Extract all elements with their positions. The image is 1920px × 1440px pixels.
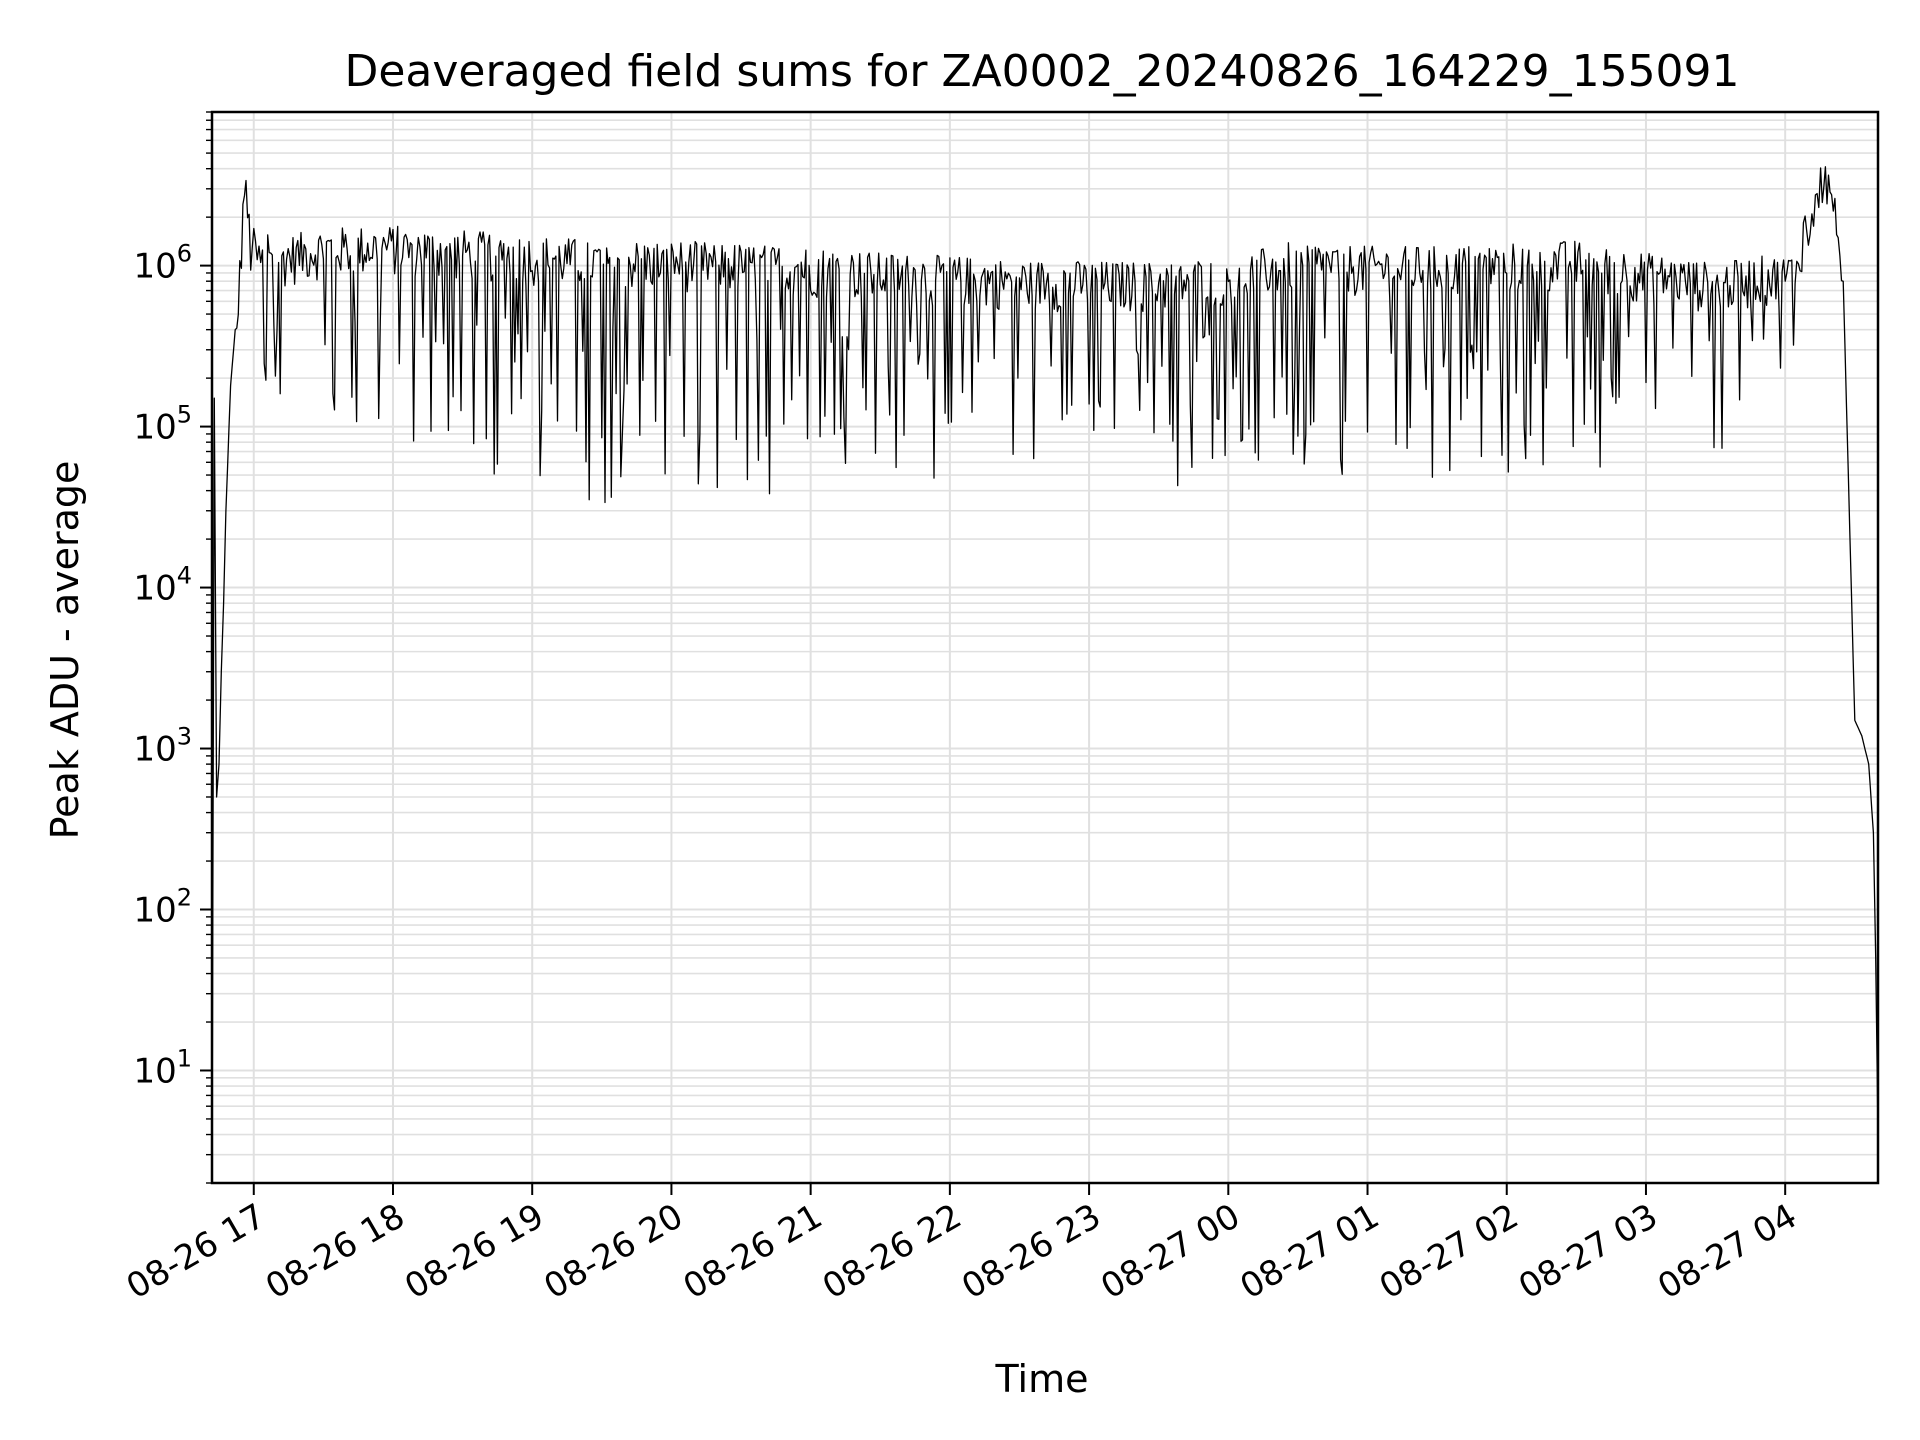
x-tick-label: 08-27 02 xyxy=(1373,1196,1525,1307)
y-tick-label: 102 xyxy=(133,884,192,931)
x-tick-label: 08-26 18 xyxy=(259,1196,411,1307)
grid xyxy=(212,111,1878,1184)
y-tick-label: 103 xyxy=(133,723,192,770)
series-line-layer xyxy=(211,166,1879,1184)
series-line xyxy=(211,166,1879,1184)
x-tick-label: 08-26 21 xyxy=(677,1196,829,1307)
x-tick-label: 08-26 20 xyxy=(538,1196,690,1307)
y-axis-ticks: 101 102 103 104 105 106 xyxy=(133,111,212,1184)
y-tick-label: 106 xyxy=(133,240,192,287)
x-axis-label: Time xyxy=(995,1357,1089,1401)
chart-title: Deaveraged field sums for ZA0002_2024082… xyxy=(344,46,1739,97)
x-tick-label: 08-27 00 xyxy=(1094,1196,1246,1307)
x-tick-label: 08-26 17 xyxy=(120,1196,272,1307)
x-tick-label: 08-26 23 xyxy=(955,1196,1107,1307)
x-tick-label: 08-27 03 xyxy=(1512,1196,1664,1307)
y-tick-label: 104 xyxy=(133,562,192,609)
y-axis-label: Peak ADU - average xyxy=(43,461,87,840)
x-tick-label: 08-27 01 xyxy=(1234,1196,1386,1307)
x-tick-label: 08-26 22 xyxy=(816,1196,968,1307)
y-tick-label: 101 xyxy=(133,1044,192,1091)
y-tick-label: 105 xyxy=(133,401,192,448)
x-tick-label: 08-26 19 xyxy=(398,1196,550,1307)
plot-frame xyxy=(210,110,1880,1185)
x-tick-label: 08-27 04 xyxy=(1651,1196,1803,1307)
